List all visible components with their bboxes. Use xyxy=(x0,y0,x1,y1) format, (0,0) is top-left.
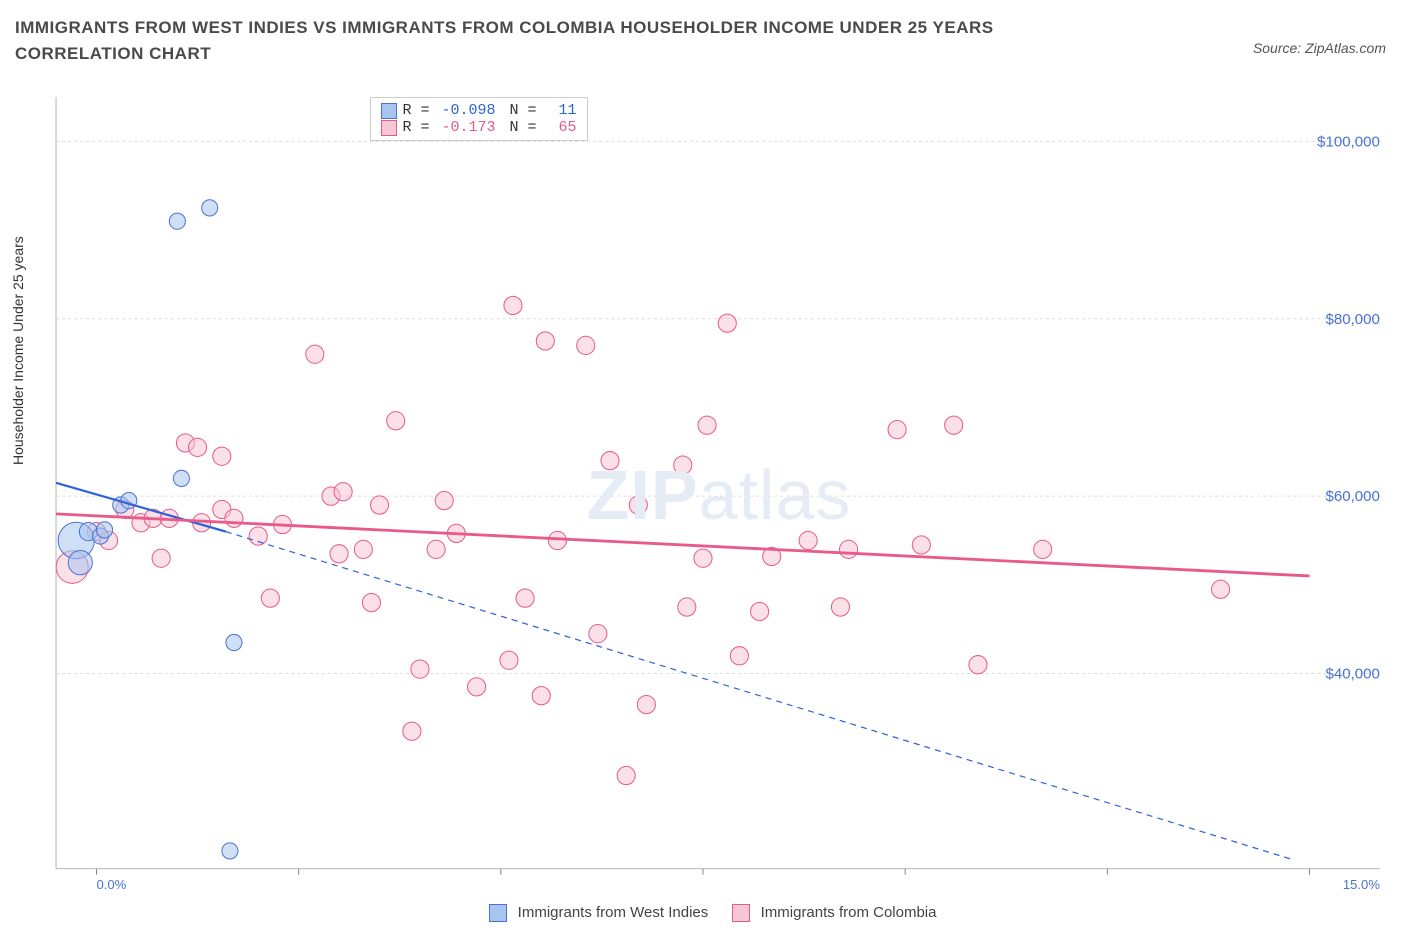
stats-swatch-colombia xyxy=(381,120,397,136)
y-axis-label: Householder Income Under 25 years xyxy=(10,236,26,465)
stats-n-label: N = xyxy=(510,102,537,119)
stats-swatch-west_indies xyxy=(381,103,397,119)
stats-r-label: R = xyxy=(403,119,430,136)
legend-swatch-west-indies xyxy=(489,904,507,922)
stats-n-label: N = xyxy=(510,119,537,136)
stats-n-value-west_indies: 11 xyxy=(543,102,577,119)
chart-source: Source: ZipAtlas.com xyxy=(1253,40,1386,56)
stats-row-colombia: R = -0.173 N = 65 xyxy=(381,119,577,136)
stats-r-value-west_indies: -0.098 xyxy=(436,102,496,119)
stats-box: R = -0.098 N = 11 R = -0.173 N = 65 xyxy=(370,97,588,141)
chart-title: IMMIGRANTS FROM WEST INDIES VS IMMIGRANT… xyxy=(15,15,1115,66)
svg-text:0.0%: 0.0% xyxy=(96,877,126,892)
svg-text:$40,000: $40,000 xyxy=(1325,666,1380,683)
stats-r-label: R = xyxy=(403,102,430,119)
stats-n-value-colombia: 65 xyxy=(543,119,577,136)
svg-text:$60,000: $60,000 xyxy=(1325,488,1380,505)
stats-row-west_indies: R = -0.098 N = 11 xyxy=(381,102,577,119)
svg-text:$100,000: $100,000 xyxy=(1317,133,1380,150)
scatter-plot-svg: $40,000 $60,000 $80,000 $100,000 0.0% 15.0% xyxy=(50,95,1388,895)
chart-area: $40,000$60,000$80,000$100,0000.0%15.0% Z… xyxy=(50,95,1388,895)
legend-swatch-colombia xyxy=(732,904,750,922)
legend-bottom: Immigrants from West Indies Immigrants f… xyxy=(0,904,1406,922)
legend-label-colombia: Immigrants from Colombia xyxy=(761,904,937,921)
stats-r-value-colombia: -0.173 xyxy=(436,119,496,136)
svg-text:$80,000: $80,000 xyxy=(1325,311,1380,328)
svg-text:15.0%: 15.0% xyxy=(1343,877,1380,892)
legend-label-west-indies: Immigrants from West Indies xyxy=(518,904,709,921)
